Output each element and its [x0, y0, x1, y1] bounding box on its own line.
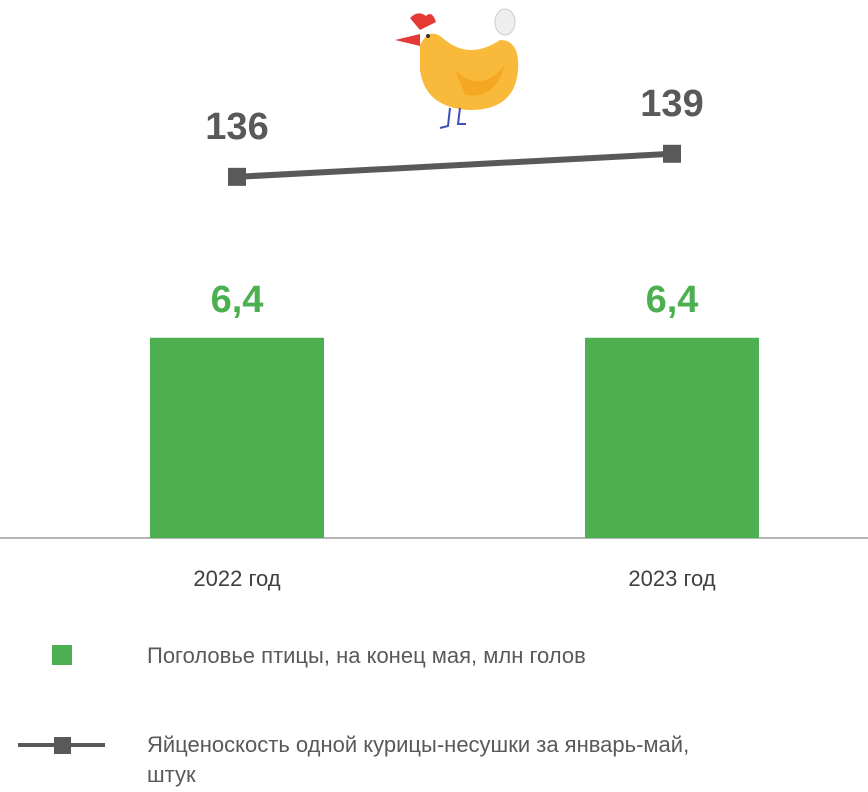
- data-label: 136: [205, 106, 268, 148]
- legend-swatch-marker: [54, 737, 71, 754]
- bar: [585, 337, 759, 538]
- x-tick-label: 2023 год: [628, 566, 715, 591]
- legend-label: Яйценоскость одной курицы-несушки за янв…: [147, 732, 690, 787]
- chicken-icon: [395, 8, 519, 129]
- legend-swatch: [52, 645, 72, 665]
- data-label: 6,4: [646, 279, 699, 321]
- x-tick-label: 2022 год: [193, 566, 280, 591]
- legend-label: Поголовье птицы, на конец мая, млн голов: [147, 643, 586, 668]
- line-marker: [228, 167, 246, 186]
- line: [236, 150, 673, 180]
- data-label: 139: [640, 83, 703, 125]
- line-marker: [663, 144, 681, 163]
- bar: [150, 337, 324, 538]
- data-label: 6,4: [211, 279, 264, 321]
